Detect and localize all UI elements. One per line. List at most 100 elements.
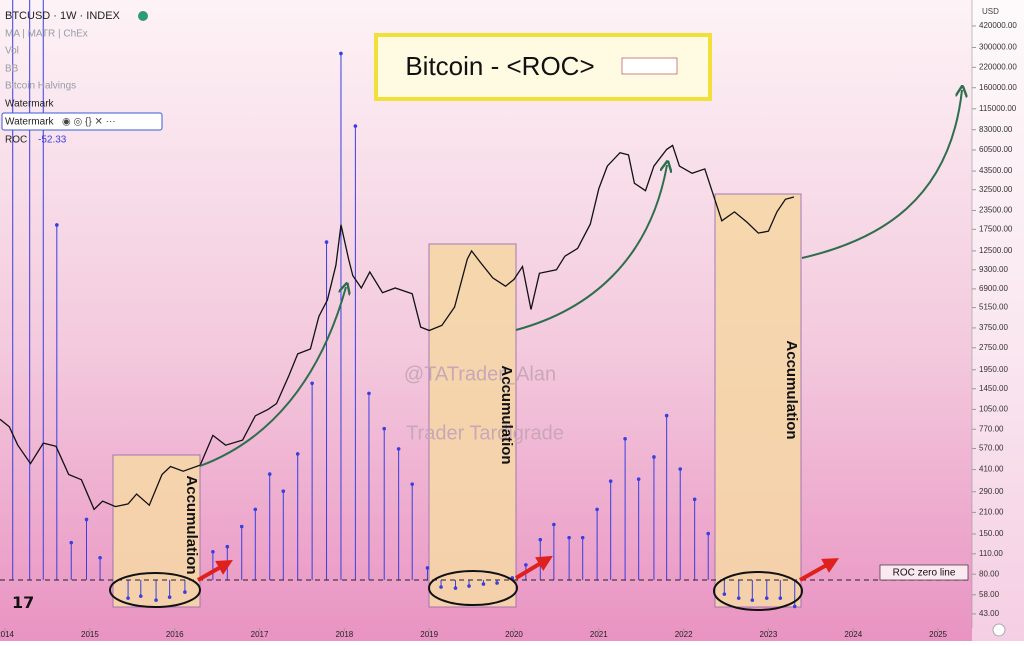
roc-dot [324, 240, 329, 244]
auto-scale[interactable] [992, 623, 1006, 637]
price-axis-bg [972, 0, 1024, 641]
roc-dot [439, 585, 443, 589]
roc-dot [722, 592, 727, 596]
indicator-icons[interactable]: ◉ ◎ {} ✕ ⋯ [62, 117, 116, 128]
roc-dot [538, 537, 543, 542]
indicator: BB [5, 64, 19, 75]
logo [621, 57, 678, 75]
y-tick-label: 2750.00 [979, 343, 1008, 352]
y-tick-label: 150.00 [979, 529, 1004, 538]
x-tick-label: 2018 [335, 630, 353, 639]
roc-dot [55, 223, 59, 227]
red-arrow [514, 555, 553, 580]
x-tick-label: 2019 [420, 630, 438, 639]
tv-logo: 𝟭𝟳 [12, 595, 34, 612]
zero-line-label: ROC zero line [893, 568, 956, 579]
roc-dot [692, 497, 697, 502]
roc-dot [736, 596, 741, 600]
roc-dot [664, 413, 669, 418]
y-tick-label: 410.00 [979, 465, 1004, 474]
indicator: Vol [5, 46, 19, 57]
roc-dot [567, 535, 571, 540]
watermark: Trader Tardigrade [406, 422, 564, 444]
y-tick-label: 58.00 [979, 590, 1000, 599]
accumulation-box [428, 243, 517, 608]
watermark: @TATrader_Alan [404, 363, 556, 385]
y-tick-label: 12500.00 [979, 246, 1013, 255]
label-box [879, 564, 969, 581]
roc-dot [98, 556, 102, 560]
y-tick-label: 210.00 [979, 508, 1004, 517]
y-tick-label: 110.00 [979, 549, 1003, 558]
roc-dot [396, 447, 401, 451]
y-tick-label: 570.00 [979, 444, 1004, 453]
x-tick-label: 2023 [760, 630, 778, 639]
accumulation-box [714, 193, 802, 608]
indicator: Watermark [5, 117, 55, 128]
roc-dot [792, 604, 797, 609]
y-tick-label: 83000.00 [979, 125, 1013, 134]
roc-dot [467, 584, 471, 588]
y-tick-label: 115000.00 [979, 104, 1017, 113]
trend-arrow [801, 90, 962, 259]
symbol: BTCUSD · 1W · INDEX [5, 10, 121, 22]
indicator: Watermark [5, 99, 55, 110]
y-tick-label: 3750.00 [979, 323, 1008, 332]
roc-dot [310, 381, 314, 386]
roc-dot [524, 563, 528, 567]
roc-dot [382, 426, 387, 431]
x-tick-label: 2022 [675, 630, 693, 639]
y-tick-label: 290.00 [979, 487, 1004, 496]
currency: USD [982, 7, 999, 16]
annotation: Accumulation [783, 340, 800, 439]
y-tick-label: 770.00 [979, 424, 1004, 433]
roc-dot [636, 477, 641, 481]
roc-dot [453, 586, 458, 590]
roc-dot [367, 391, 371, 396]
indicator-selected[interactable] [1, 112, 163, 131]
y-tick-label: 43.00 [979, 609, 1000, 618]
y-tick-label: 300000.00 [979, 43, 1017, 52]
roc-dot [126, 596, 130, 600]
y-tick-label: 160000.00 [979, 83, 1017, 92]
x-tick-label: 2014 [0, 630, 15, 639]
roc-dot [580, 535, 585, 540]
y-tick-label: 32500.00 [979, 185, 1013, 194]
trend-arrow [515, 165, 667, 331]
roc-dot [267, 472, 272, 476]
roc-dot [778, 596, 783, 600]
roc-dot [154, 598, 158, 602]
indicator: Bitcoin Halvings [5, 81, 76, 92]
trend-arrow [199, 287, 346, 467]
roc-dot [138, 594, 143, 598]
y-tick-label: 220000.00 [979, 62, 1017, 71]
x-tick-label: 2017 [251, 630, 269, 639]
roc-dot [764, 596, 769, 600]
y-tick-label: 1950.00 [979, 365, 1008, 374]
roc-dot [239, 524, 244, 529]
x-tick-label: 2020 [505, 630, 523, 639]
roc-dot [552, 522, 556, 527]
highlight-ellipse [109, 572, 201, 608]
x-tick-label: 2025 [929, 630, 947, 639]
y-tick-label: 420000.00 [979, 21, 1017, 30]
y-tick-label: 43500.00 [979, 166, 1013, 175]
y-tick-label: 23500.00 [979, 206, 1013, 215]
annotation: Accumulation [498, 365, 515, 464]
price-line [0, 144, 795, 511]
roc-label: ROC [5, 135, 27, 146]
y-tick-label: 6900.00 [979, 284, 1008, 293]
roc-dot [211, 549, 215, 554]
roc-dot [623, 436, 627, 441]
roc-dot [595, 507, 599, 512]
plot-area [0, 0, 797, 609]
roc-dot [750, 598, 755, 602]
y-tick-label: 80.00 [979, 569, 1000, 578]
chart-title: Bitcoin - <ROC> [405, 51, 594, 81]
y-tick-label: 9300.00 [979, 265, 1008, 274]
roc-dot [339, 51, 343, 56]
x-tick-label: 2021 [590, 630, 608, 639]
roc-dot [678, 467, 683, 471]
roc-dot [84, 517, 89, 522]
